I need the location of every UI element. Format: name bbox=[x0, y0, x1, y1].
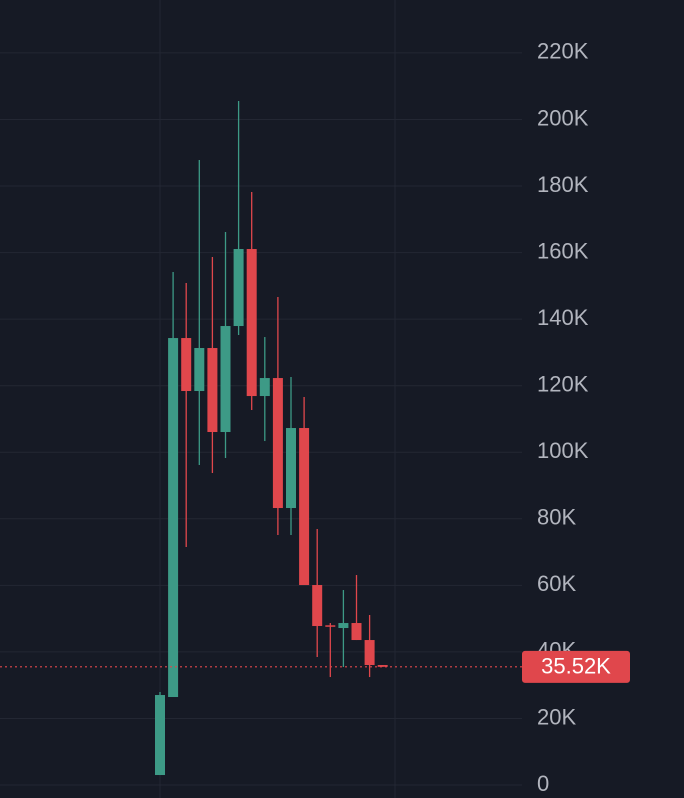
candle-body bbox=[338, 623, 349, 629]
candle-body bbox=[286, 428, 296, 509]
candle-body bbox=[259, 378, 270, 397]
y-tick-label: 180K bbox=[537, 172, 589, 197]
y-tick-label: 140K bbox=[537, 305, 589, 330]
y-tick-label: 60K bbox=[537, 571, 576, 596]
candle-body bbox=[351, 623, 362, 641]
candle-body bbox=[220, 326, 231, 433]
candle-body bbox=[246, 249, 257, 397]
y-tick-label: 20K bbox=[537, 704, 576, 729]
candle-body bbox=[312, 585, 323, 627]
last-price-box bbox=[522, 650, 630, 683]
candle-body bbox=[168, 338, 179, 698]
y-tick-label: 80K bbox=[537, 505, 576, 530]
y-tick-label: 0 bbox=[537, 771, 549, 796]
candle-body bbox=[299, 428, 310, 586]
y-tick-label: 160K bbox=[537, 238, 589, 263]
candle-body bbox=[181, 338, 192, 392]
y-tick-label: 120K bbox=[537, 372, 589, 397]
y-tick-label: 200K bbox=[537, 105, 589, 130]
candle-body bbox=[194, 348, 205, 392]
last-price-label: 35.52K bbox=[541, 654, 611, 679]
candle-body bbox=[155, 695, 165, 776]
y-tick-label: 220K bbox=[537, 39, 589, 64]
y-tick-label: 100K bbox=[537, 438, 589, 463]
candle-body bbox=[325, 625, 336, 627]
candle-body bbox=[377, 665, 388, 667]
candle-body bbox=[364, 640, 375, 666]
candle-body bbox=[233, 249, 244, 327]
candle-body bbox=[207, 348, 218, 433]
candle-body bbox=[272, 378, 283, 509]
